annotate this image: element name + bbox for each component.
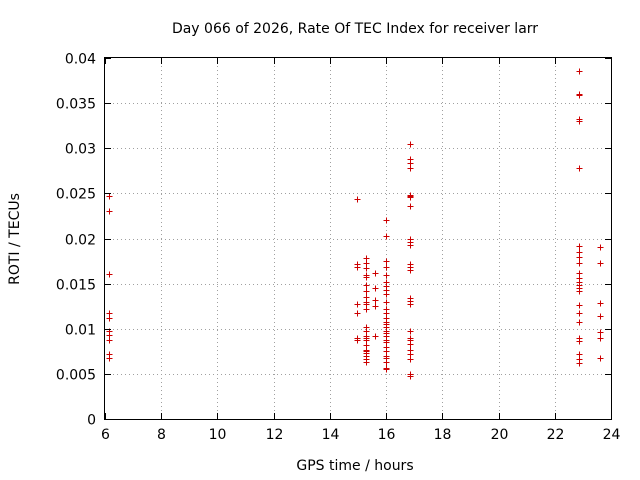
y-tick-label: 0.03: [65, 142, 96, 158]
data-point: [372, 297, 379, 304]
data-point: [597, 329, 604, 336]
x-tick-label: 16: [378, 427, 396, 443]
tick-labels: 6 8 10 12 14 16 18 20 22 24 0 0.005 0.01 0.015 0.02 0.0…: [56, 52, 621, 444]
y-axis-label: ROTI / TECUs: [7, 193, 23, 285]
x-tick-label: 22: [547, 427, 565, 443]
y-tick-label: 0.02: [65, 233, 96, 249]
data-point: [363, 306, 370, 313]
x-tick-label: 20: [491, 427, 509, 443]
data-point: [383, 299, 390, 306]
data-point: [407, 267, 414, 274]
data-point: [106, 337, 113, 344]
data-point: [354, 264, 361, 271]
data-point: [407, 356, 414, 363]
y-tick-label: 0: [87, 413, 96, 429]
plot-frame: [104, 57, 612, 420]
data-point: [106, 193, 113, 200]
x-tick-label: 6: [101, 427, 110, 443]
data-point: [106, 208, 113, 215]
y-tick-label: 0.04: [65, 52, 96, 68]
data-point: [363, 265, 370, 272]
grid: [105, 58, 611, 419]
y-tick-label: 0.035: [56, 97, 96, 113]
data-point: [597, 335, 604, 342]
chart-title: Day 066 of 2026, Rate Of TEC Index for r…: [172, 21, 538, 37]
data-point: [383, 258, 390, 265]
x-tick-label: 12: [266, 427, 284, 443]
data-point: [407, 203, 414, 210]
data-points: [106, 68, 604, 380]
data-point: [407, 242, 414, 249]
x-tick-label: 14: [322, 427, 340, 443]
data-point: [407, 301, 414, 308]
data-point: [354, 337, 361, 344]
x-tick-label: 18: [434, 427, 452, 443]
data-point: [383, 233, 390, 240]
data-point: [407, 165, 414, 172]
data-point: [576, 360, 583, 367]
data-point: [576, 310, 583, 317]
data-point: [407, 328, 414, 335]
data-point: [106, 315, 113, 322]
y-tick-label: 0.01: [65, 323, 96, 339]
data-point: [597, 355, 604, 362]
data-point: [597, 300, 604, 307]
data-point: [363, 274, 370, 281]
data-point: [106, 355, 113, 362]
data-point: [576, 338, 583, 345]
data-point: [383, 264, 390, 271]
data-point: [576, 288, 583, 295]
data-point: [354, 196, 361, 203]
data-point: [383, 272, 390, 279]
data-point: [597, 244, 604, 251]
axis-ticks: [105, 58, 612, 420]
data-point: [383, 217, 390, 224]
data-point: [383, 359, 390, 366]
data-point: [597, 313, 604, 320]
data-point: [407, 141, 414, 148]
x-tick-label: 8: [157, 427, 166, 443]
data-point: [106, 271, 113, 278]
data-point: [576, 319, 583, 326]
data-point: [354, 301, 361, 308]
data-point: [407, 341, 414, 348]
data-point: [576, 92, 583, 99]
data-point: [576, 302, 583, 309]
y-tick-label: 0.015: [56, 278, 96, 294]
x-tick-label: 10: [209, 427, 227, 443]
data-point: [383, 291, 390, 298]
y-tick-label: 0.025: [56, 187, 96, 203]
data-point: [354, 310, 361, 317]
x-tick-label: 24: [603, 427, 621, 443]
data-point: [576, 243, 583, 250]
data-point: [372, 285, 379, 292]
data-point: [363, 282, 370, 289]
data-point: [576, 254, 583, 261]
data-point: [363, 359, 370, 366]
data-point: [407, 373, 414, 380]
data-point: [597, 260, 604, 267]
data-point: [372, 270, 379, 277]
data-point: [576, 118, 583, 125]
data-point: [372, 333, 379, 340]
data-point: [383, 366, 390, 373]
data-point: [363, 288, 370, 295]
y-tick-label: 0.005: [56, 368, 96, 384]
data-point: [372, 303, 379, 310]
data-point: [576, 68, 583, 75]
x-axis-label: GPS time / hours: [296, 458, 413, 474]
data-point: [576, 260, 583, 267]
data-point: [576, 165, 583, 172]
data-point: [407, 194, 414, 201]
